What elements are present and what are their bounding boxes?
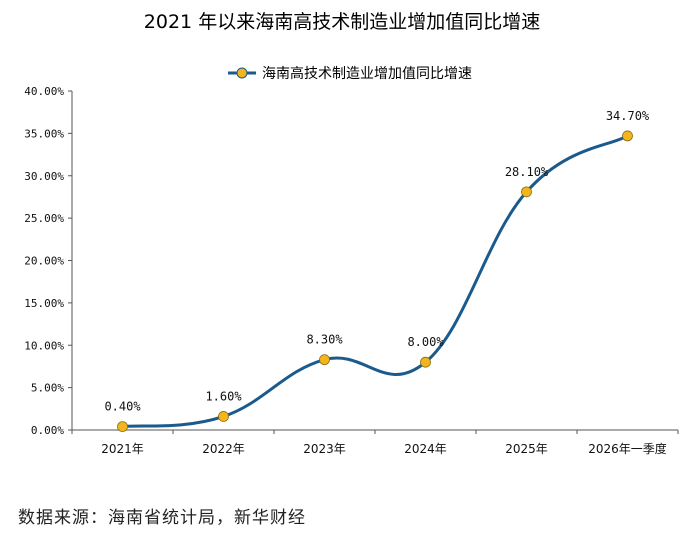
series-line (122, 134, 629, 429)
y-tick-label: 35.00% (24, 127, 64, 140)
y-tick-label: 25.00% (24, 212, 64, 225)
source-note: 数据来源：海南省统计局，新华财经 (18, 508, 306, 528)
data-label: 8.00% (407, 335, 444, 349)
y-tick-label: 10.00% (24, 339, 64, 352)
x-tick-label: 2024年 (404, 442, 447, 456)
legend-label: 海南高技术制造业增加值同比增速 (262, 65, 472, 82)
data-label: 1.60% (205, 389, 242, 403)
data-point (319, 354, 330, 366)
chart-title: 2021 年以来海南高技术制造业增加值同比增速 (144, 11, 540, 33)
legend: 海南高技术制造业增加值同比增速 (228, 65, 472, 82)
x-tick-label: 2021年 (101, 442, 144, 456)
x-tick-label: 2025年 (505, 442, 548, 456)
y-tick-label: 0.00% (31, 424, 64, 437)
data-point (420, 356, 431, 368)
x-tick-label: 2022年 (202, 442, 245, 456)
x-axis: 2021年 2022年 2023年 2024年 2025年 2026年一季度 (71, 429, 679, 456)
x-tick-label: 2026年一季度 (588, 441, 667, 456)
y-tick-label: 30.00% (24, 170, 64, 183)
data-label: 28.10% (505, 165, 549, 179)
legend-marker (236, 67, 248, 79)
data-point (218, 411, 229, 422)
y-axis: 0.00% 5.00% 10.00% 15.00% 20.00% 25.00% 30.00%… (24, 85, 73, 437)
y-tick-label: 5.00% (31, 382, 64, 395)
y-tick-label: 15.00% (24, 297, 64, 310)
y-tick-label: 40.00% (24, 85, 64, 98)
data-point (521, 186, 532, 198)
data-label: 34.70% (606, 109, 650, 123)
data-label: 8.30% (306, 333, 343, 347)
y-tick-label: 20.00% (24, 255, 64, 268)
data-point (117, 421, 128, 433)
x-tick-label: 2023年 (303, 442, 346, 456)
plot-area: 0.40% 1.60% 8.30% 8.00% 28.10% 34.70% (104, 109, 650, 433)
data-point (622, 130, 633, 142)
data-label: 0.40% (104, 400, 141, 414)
